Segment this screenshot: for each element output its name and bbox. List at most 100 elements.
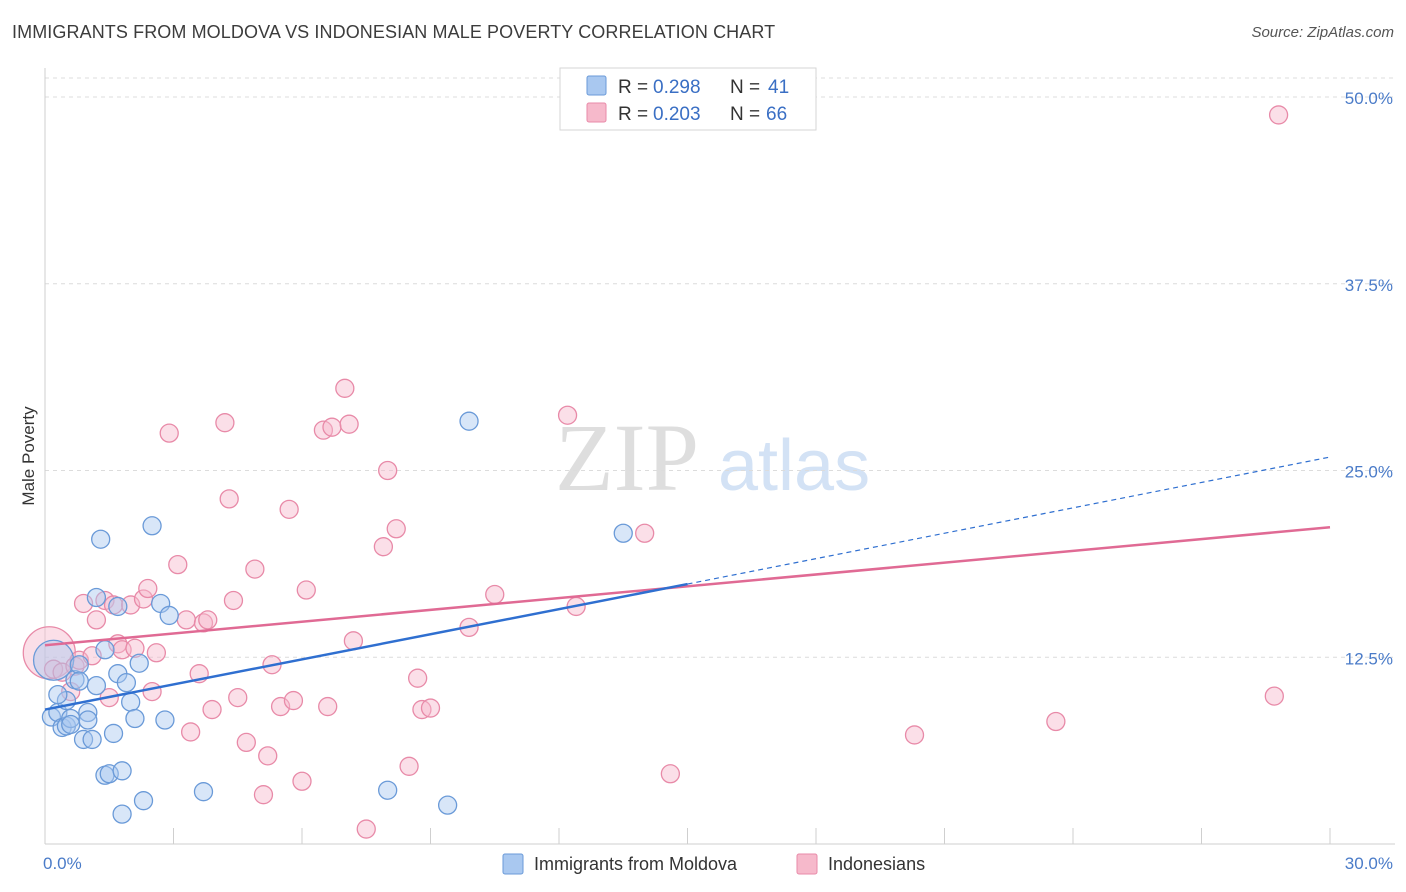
y-tick-label-2: 37.5% — [1345, 276, 1393, 295]
bottom-legend-label-moldova: Immigrants from Moldova — [534, 854, 738, 874]
indonesians-point-26 — [198, 610, 218, 630]
indonesians-point-40 — [292, 771, 312, 791]
moldova-point-16 — [91, 529, 111, 549]
legend-r-label-moldova: R = — [618, 77, 653, 98]
moldova-point-38 — [613, 523, 633, 543]
watermark-zip: ZIP — [555, 404, 699, 511]
legend-n-value-indonesians: 66 — [766, 104, 787, 125]
indonesians-trend-line — [44, 526, 1331, 647]
indonesians-point-31 — [228, 687, 248, 708]
indonesians-point-58 — [557, 405, 578, 425]
moldova-point-27 — [129, 653, 149, 673]
moldova-point-6 — [61, 708, 81, 729]
indonesians-point-50 — [386, 519, 406, 539]
moldova-point-9 — [69, 671, 89, 691]
indonesians-point-64 — [1264, 686, 1284, 706]
moldova-point-25 — [121, 692, 141, 712]
indonesians-point-21 — [168, 554, 188, 575]
moldova-point-33 — [193, 782, 214, 802]
moldova-point-18 — [95, 640, 115, 660]
indonesians-point-45 — [335, 378, 355, 398]
indonesians-point-8 — [86, 610, 107, 630]
moldova-point-40 — [61, 714, 81, 735]
y-axis-title: Male Poverty — [19, 406, 38, 506]
indonesians-point-35 — [258, 746, 278, 766]
indonesians-point-19 — [146, 643, 167, 663]
indonesians-point-17 — [138, 578, 158, 599]
indonesians-point-60 — [635, 523, 655, 543]
indonesians-point-51 — [378, 460, 398, 481]
moldova-point-32 — [159, 605, 179, 626]
source-label: Source: ZipAtlas.com — [1251, 24, 1394, 41]
indonesians-point-39 — [283, 690, 304, 711]
bottom-legend-label-indonesians: Indonesians — [828, 854, 925, 874]
indonesians-point-30 — [223, 590, 244, 611]
moldova-point-22 — [108, 596, 128, 617]
moldova-points — [32, 411, 633, 824]
moldova-trend-extension — [687, 456, 1331, 585]
moldova-point-13 — [82, 729, 102, 750]
indonesians-point-62 — [904, 725, 925, 745]
watermark-atlas: atlas — [718, 426, 870, 506]
moldova-trend-line — [44, 582, 688, 711]
indonesians-point-65 — [1268, 105, 1289, 125]
indonesians-point-44 — [322, 417, 342, 437]
bottom-legend-swatch-moldova — [502, 853, 524, 875]
x-tick-label-1: 30.0% — [1345, 854, 1393, 873]
legend-r-value-moldova: 0.298 — [653, 77, 701, 98]
bottom-legend: Immigrants from Moldova Indonesians — [502, 853, 925, 875]
moldova-point-37 — [459, 411, 479, 431]
moldova-point-31 — [155, 710, 175, 730]
y-tick-label-3: 50.0% — [1345, 89, 1393, 108]
legend-n-label-moldova: N = — [730, 77, 765, 98]
indonesians-point-43 — [318, 696, 338, 717]
indonesians-point-57 — [485, 584, 505, 605]
trend-lines — [44, 456, 1331, 711]
legend-r-label-indonesians: R = — [618, 104, 653, 125]
x-tick-label-0: 0.0% — [43, 854, 82, 873]
moldova-point-20 — [103, 723, 124, 744]
moldova-point-0 — [32, 639, 75, 681]
indonesians-point-55 — [420, 698, 441, 718]
indonesians-point-63 — [1046, 711, 1066, 732]
legend-n-label-indonesians: N = — [730, 104, 765, 125]
axes — [44, 68, 1395, 845]
indonesians-point-46 — [339, 414, 359, 434]
indonesians-point-18 — [142, 681, 162, 702]
chart-title: IMMIGRANTS FROM MOLDOVA VS INDONESIAN MA… — [12, 22, 776, 42]
indonesians-point-49 — [373, 537, 394, 557]
indonesians-point-38 — [279, 499, 299, 519]
moldova-point-34 — [112, 804, 132, 824]
y-tick-label-0: 12.5% — [1345, 649, 1393, 668]
moldova-point-8 — [69, 655, 89, 675]
indonesians-point-28 — [215, 413, 235, 433]
bottom-legend-swatch-indonesians — [796, 853, 818, 875]
legend-swatch-indonesians — [586, 102, 607, 123]
moldova-point-23 — [112, 761, 132, 781]
indonesians-point-33 — [245, 559, 265, 579]
indonesians-point-27 — [202, 699, 222, 720]
y-tick-label-1: 25.0% — [1345, 463, 1393, 482]
moldova-point-14 — [86, 587, 107, 608]
indonesians-point-61 — [660, 764, 681, 784]
moldova-point-15 — [86, 675, 107, 696]
moldova-point-35 — [378, 780, 398, 800]
moldova-point-12 — [78, 710, 98, 730]
moldova-point-11 — [78, 702, 98, 723]
indonesians-point-48 — [356, 819, 376, 839]
moldova-point-39 — [48, 684, 68, 705]
legend-r-value-indonesians: 0.203 — [653, 104, 701, 125]
indonesians-point-52 — [399, 756, 419, 776]
legend-n-value-moldova: 41 — [768, 77, 789, 98]
indonesians-point-22 — [176, 610, 197, 630]
moldova-point-28 — [133, 791, 154, 811]
indonesians-point-29 — [219, 489, 239, 509]
indonesians-point-32 — [236, 732, 256, 753]
indonesians-point-41 — [296, 580, 316, 600]
indonesians-point-20 — [159, 423, 179, 443]
legend-swatch-moldova — [586, 75, 607, 96]
moldova-point-36 — [437, 795, 458, 815]
tick-labels: 12.5% 25.0% 37.5% 50.0% 0.0% 30.0% — [43, 89, 1393, 873]
indonesians-point-23 — [180, 722, 201, 742]
